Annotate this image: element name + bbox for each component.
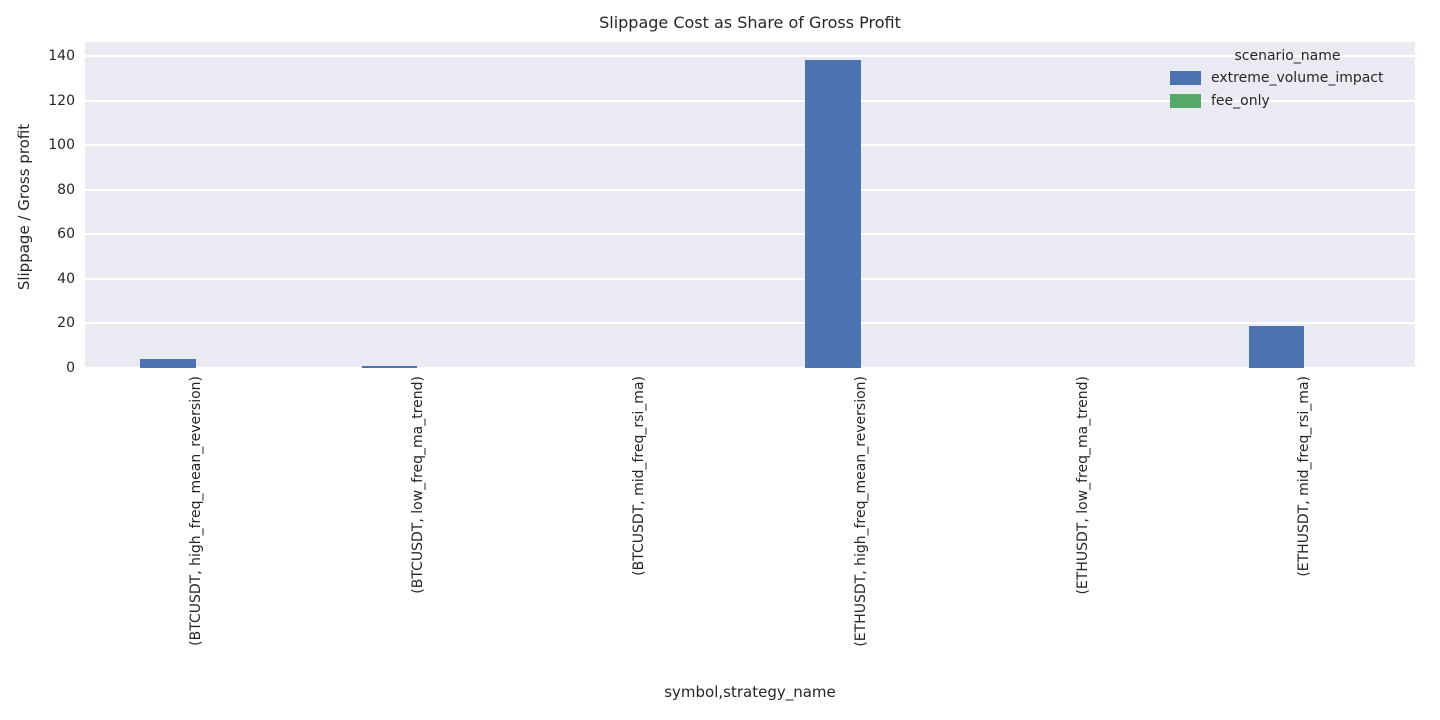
bar-extreme_volume_impact: [362, 365, 418, 368]
legend-items: extreme_volume_impact fee_only: [1170, 70, 1405, 109]
gridline: [85, 367, 1415, 369]
legend-item: extreme_volume_impact: [1170, 70, 1405, 86]
legend-title: scenario_name: [1234, 48, 1341, 64]
y-tick-label: 140: [48, 48, 75, 64]
legend-label: fee_only: [1211, 93, 1270, 109]
gridline: [85, 277, 1415, 280]
x-tick-label: (ETHUSDT, high_freq_mean_reversion): [852, 376, 869, 647]
y-tick-label: 40: [57, 270, 75, 287]
gridline: [85, 144, 1415, 147]
y-tick-label: 0: [66, 360, 75, 376]
legend-swatch-icon: [1170, 71, 1201, 85]
legend-swatch-icon: [1170, 94, 1201, 108]
x-tick-label: (BTCUSDT, mid_freq_rsi_ma): [631, 376, 648, 576]
y-axis-label: Slippage / Gross profit: [15, 123, 33, 291]
bar-extreme_volume_impact: [805, 60, 861, 368]
legend-label: extreme_volume_impact: [1211, 70, 1384, 86]
x-tick-label: (BTCUSDT, low_freq_ma_trend): [409, 376, 426, 594]
gridline: [85, 188, 1415, 191]
x-axis-label: symbol,strategy_name: [664, 683, 836, 701]
bar-extreme_volume_impact: [140, 359, 196, 368]
y-tick-label: 120: [48, 92, 75, 109]
legend-item: fee_only: [1170, 93, 1405, 109]
y-tick-label: 100: [48, 137, 75, 154]
x-tick-label: (ETHUSDT, mid_freq_rsi_ma): [1296, 376, 1313, 577]
y-tick-label: 20: [57, 315, 75, 332]
y-tick-label: 60: [57, 226, 75, 243]
x-tick-label: (ETHUSDT, low_freq_ma_trend): [1074, 376, 1091, 595]
gridline: [85, 322, 1415, 325]
x-tick-label: (BTCUSDT, high_freq_mean_reversion): [187, 376, 204, 646]
gridline: [85, 55, 1415, 57]
gridline: [85, 233, 1415, 236]
gridline: [85, 99, 1415, 102]
y-tick-label: 80: [57, 181, 75, 198]
legend: scenario_name extreme_volume_impact fee_o…: [1170, 48, 1405, 116]
chart-title: Slippage Cost as Share of Gross Profit: [599, 13, 901, 32]
bar-extreme_volume_impact: [1248, 325, 1305, 368]
